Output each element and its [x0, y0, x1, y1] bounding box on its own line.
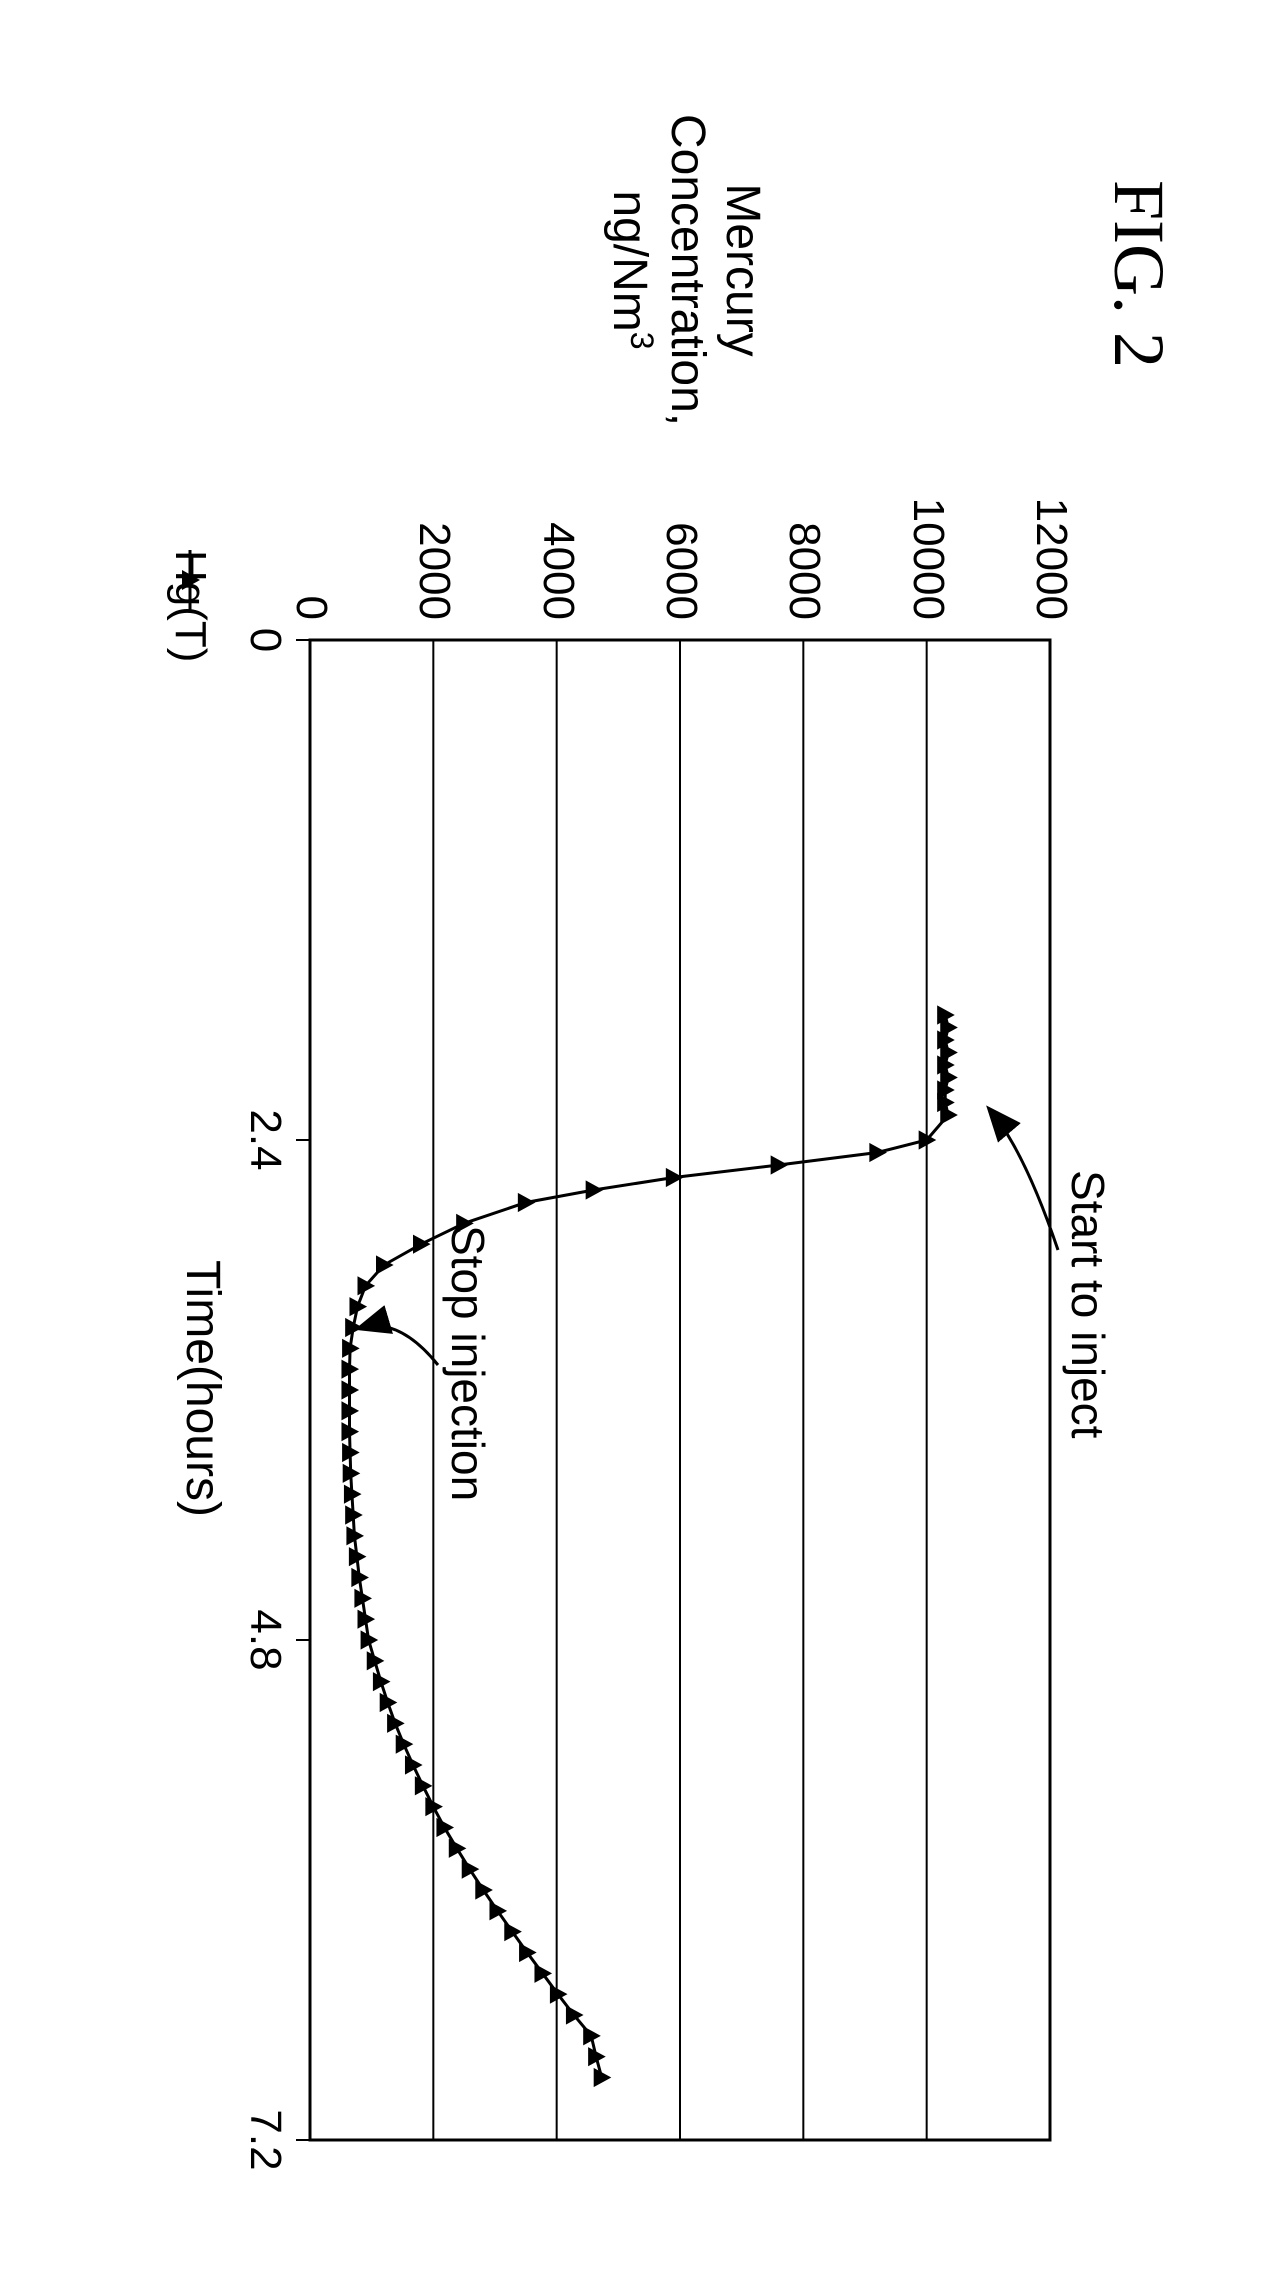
y-tick-label: 10000	[903, 440, 953, 620]
x-tick-label: 0	[240, 580, 290, 700]
y-tick-label: 0	[286, 440, 336, 620]
y-axis-label-line1: Mercury	[716, 183, 769, 356]
y-axis-label-exp: 3	[624, 332, 660, 350]
y-tick-label: 2000	[409, 440, 459, 620]
y-tick-label: 6000	[656, 440, 706, 620]
y-tick-label: 12000	[1026, 440, 1076, 620]
annotation-label: Stop injection	[441, 1225, 495, 1501]
plot-area	[240, 560, 1080, 2160]
y-tick-label: 8000	[779, 440, 829, 620]
x-tick-label: 7.2	[240, 2080, 290, 2200]
annotation-label: Start to inject	[1061, 1170, 1115, 1438]
y-axis-label: Mercury Concentration, ng/Nm3	[601, 60, 770, 480]
figure-landscape: FIG. 2 Mercury Concentration, ng/Nm3 0 20…	[0, 0, 1270, 2280]
legend-marker	[170, 550, 210, 610]
x-tick-label: 4.8	[240, 1580, 290, 1700]
figure-title: FIG. 2	[1097, 180, 1180, 368]
y-axis-label-line2: Concentration, ng/Nm	[603, 114, 714, 426]
y-tick-label: 4000	[533, 440, 583, 620]
x-axis-label: Time(hours)	[175, 1260, 230, 1517]
legend: Hg(T)	[165, 550, 215, 662]
x-tick-label: 2.4	[240, 1080, 290, 1200]
